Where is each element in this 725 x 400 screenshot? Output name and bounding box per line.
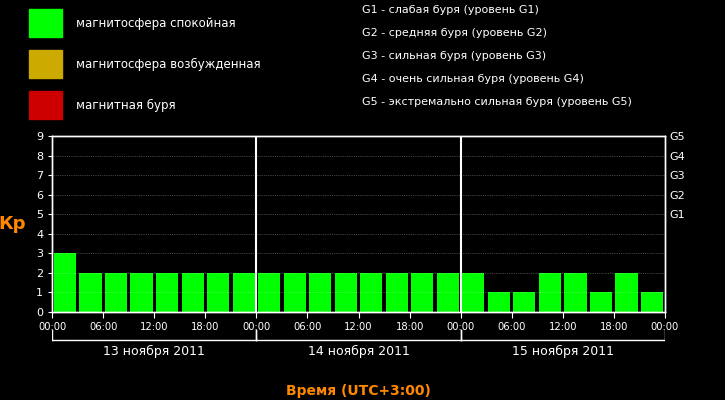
Text: G2 - средняя буря (уровень G2): G2 - средняя буря (уровень G2) (362, 28, 547, 38)
Bar (463, 273, 484, 312)
Bar (590, 292, 612, 312)
Bar (641, 292, 663, 312)
Bar (233, 273, 254, 312)
Text: магнитосфера возбужденная: магнитосфера возбужденная (76, 58, 261, 70)
Bar (105, 273, 127, 312)
Text: G1 - слабая буря (уровень G1): G1 - слабая буря (уровень G1) (362, 5, 539, 15)
Text: магнитная буря: магнитная буря (76, 98, 175, 112)
Bar (29, 9, 62, 37)
Text: Кр: Кр (0, 215, 26, 233)
Text: G5 - экстремально сильная буря (уровень G5): G5 - экстремально сильная буря (уровень … (362, 97, 632, 107)
Bar (488, 292, 510, 312)
Bar (181, 273, 204, 312)
Text: 13 ноября 2011: 13 ноября 2011 (104, 345, 205, 358)
Bar (54, 253, 76, 312)
Text: магнитосфера спокойная: магнитосфера спокойная (76, 16, 236, 30)
Text: Время (UTC+3:00): Время (UTC+3:00) (286, 384, 431, 398)
Bar (258, 273, 281, 312)
Bar (539, 273, 561, 312)
Bar (29, 91, 62, 119)
Bar (80, 273, 102, 312)
Text: G3 - сильная буря (уровень G3): G3 - сильная буря (уровень G3) (362, 51, 547, 61)
Bar (360, 273, 382, 312)
Bar (156, 273, 178, 312)
Bar (513, 292, 536, 312)
Bar (29, 50, 62, 78)
Bar (616, 273, 637, 312)
Bar (309, 273, 331, 312)
Bar (436, 273, 459, 312)
Text: G4 - очень сильная буря (уровень G4): G4 - очень сильная буря (уровень G4) (362, 74, 584, 84)
Bar (283, 273, 306, 312)
Bar (565, 273, 587, 312)
Bar (207, 273, 229, 312)
Bar (411, 273, 434, 312)
Bar (130, 273, 152, 312)
Text: 14 ноября 2011: 14 ноября 2011 (307, 345, 410, 358)
Text: 15 ноября 2011: 15 ноября 2011 (512, 345, 614, 358)
Bar (335, 273, 357, 312)
Bar (386, 273, 408, 312)
